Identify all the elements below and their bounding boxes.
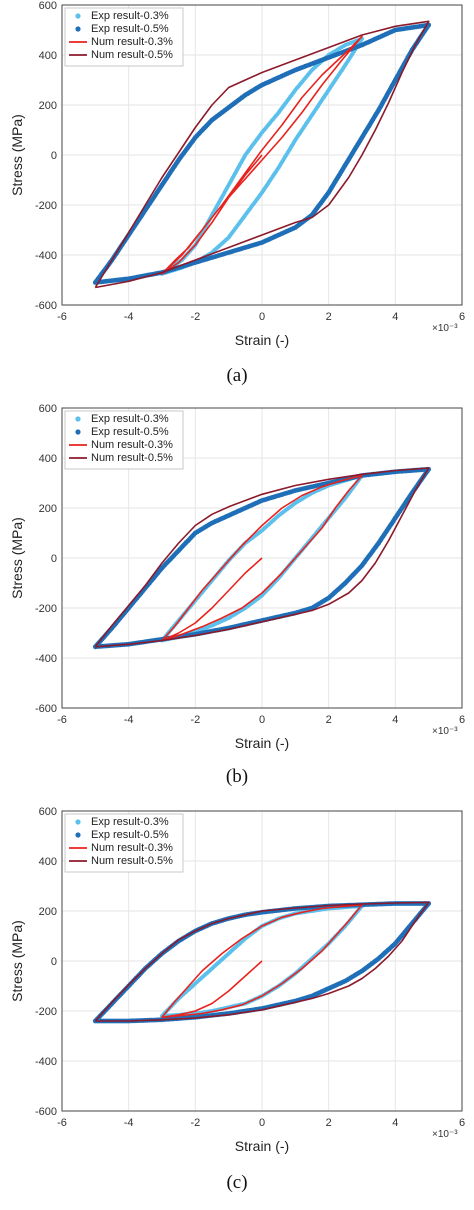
x-tick-label: 6 <box>459 1117 465 1129</box>
x-tick-label: -6 <box>57 311 67 323</box>
legend-entry: Num result-0.3% <box>91 36 173 48</box>
y-tick-label: 0 <box>51 956 57 968</box>
y-tick-label: 600 <box>39 403 57 415</box>
y-axis-label: Stress (MPa) <box>9 517 25 599</box>
x-axis-label: Strain (-) <box>235 332 289 348</box>
y-tick-label: 200 <box>39 100 57 112</box>
legend-marker <box>75 26 81 32</box>
y-tick-label: -600 <box>35 703 57 715</box>
series-exp-0-5 <box>92 466 432 650</box>
y-tick-label: -400 <box>35 653 57 665</box>
x-multiplier-label: ×10⁻³ <box>432 323 458 334</box>
figure-c: -6 -4 -2 0 2 4 6 -600 -400 -200 0 200 400 600 Strain (… <box>0 806 474 1209</box>
plot-frame <box>61 810 463 1112</box>
legend-entry: Exp result-0.3% <box>91 10 169 22</box>
x-tick-label: 0 <box>259 714 265 726</box>
x-tick-label: 2 <box>326 1117 332 1129</box>
legend-entry: Num result-0.3% <box>91 842 173 854</box>
x-multiplier-label: ×10⁻³ <box>432 1129 458 1140</box>
legend-entry: Num result-0.5% <box>91 49 173 61</box>
y-tick-label: 400 <box>39 50 57 62</box>
y-tick-label: 0 <box>51 150 57 162</box>
x-multiplier-label: ×10⁻³ <box>432 726 458 737</box>
x-tick-label: 2 <box>326 714 332 726</box>
caption-b: (b) <box>225 766 249 787</box>
x-tick-label: 2 <box>326 311 332 323</box>
legend-box <box>64 813 184 873</box>
legend-marker <box>75 429 81 435</box>
legend-entry: Num result-0.5% <box>91 452 173 464</box>
figure-a: -6 -4 -2 0 2 4 6 -600 -400 -200 0 200 400 600 Strain (… <box>0 0 474 403</box>
legend-entry: Exp result-0.5% <box>91 23 169 35</box>
y-axis-label: Stress (MPa) <box>9 920 25 1002</box>
y-tick-label: -200 <box>35 1006 57 1018</box>
y-tick-label: -200 <box>35 603 57 615</box>
legend-entry: Exp result-0.3% <box>91 413 169 425</box>
x-tick-label: -2 <box>190 311 200 323</box>
plot-c: -6 -4 -2 0 2 4 6 -600 -400 -200 0 200 400 600 Strain (… <box>9 806 465 1154</box>
y-tick-label: 0 <box>51 553 57 565</box>
legend-entry: Num result-0.3% <box>91 439 173 451</box>
legend-marker <box>75 416 81 422</box>
x-tick-label: -4 <box>124 714 134 726</box>
x-tick-label: -2 <box>190 714 200 726</box>
legend-entry: Num result-0.5% <box>91 855 173 867</box>
legend-box <box>64 7 184 67</box>
series-line-num-0-3 <box>161 35 363 275</box>
legend-marker <box>75 832 81 838</box>
y-tick-label: 400 <box>39 453 57 465</box>
series-line-num-0-3 <box>161 474 363 642</box>
x-tick-label: 0 <box>259 1117 265 1129</box>
legend-entry: Exp result-0.5% <box>91 426 169 438</box>
x-axis-label: Strain (-) <box>235 1138 289 1154</box>
series-line-num-0-3 <box>161 904 363 1019</box>
series-line-num-0-5 <box>94 20 430 289</box>
legend: Exp result-0.3%Exp result-0.5%Num result… <box>64 410 184 470</box>
legend-entry: Exp result-0.3% <box>91 816 169 828</box>
x-tick-label: 4 <box>392 1117 398 1129</box>
plot-frame <box>61 407 463 709</box>
legend-marker <box>75 13 81 19</box>
series-line-num-0-5 <box>94 901 430 1022</box>
x-tick-label: -4 <box>124 1117 134 1129</box>
y-tick-label: 600 <box>39 0 57 12</box>
y-tick-label: -400 <box>35 250 57 262</box>
y-tick-label: 200 <box>39 906 57 918</box>
series-line-num-0-5 <box>94 467 430 648</box>
plot-b: -6 -4 -2 0 2 4 6 -600 -400 -200 0 200 400 600 Strain (… <box>9 403 465 751</box>
caption-a: (a) <box>226 365 248 386</box>
y-tick-label: 400 <box>39 856 57 868</box>
y-tick-label: 600 <box>39 806 57 818</box>
y-tick-label: -600 <box>35 1106 57 1118</box>
x-tick-label: -6 <box>57 1117 67 1129</box>
legend: Exp result-0.3%Exp result-0.5%Num result… <box>64 7 184 67</box>
y-tick-label: -600 <box>35 300 57 312</box>
legend-box <box>64 410 184 470</box>
x-axis-label: Strain (-) <box>235 735 289 751</box>
x-tick-label: 0 <box>259 311 265 323</box>
plot-a: -6 -4 -2 0 2 4 6 -600 -400 -200 0 200 400 600 Strain (… <box>9 0 465 348</box>
legend: Exp result-0.3%Exp result-0.5%Num result… <box>64 813 184 873</box>
y-tick-label: -200 <box>35 200 57 212</box>
y-tick-label: 200 <box>39 503 57 515</box>
y-axis-label: Stress (MPa) <box>9 114 25 196</box>
x-tick-label: 6 <box>459 714 465 726</box>
figure-b: -6 -4 -2 0 2 4 6 -600 -400 -200 0 200 400 600 Strain (… <box>0 403 474 806</box>
x-tick-label: 4 <box>392 311 398 323</box>
x-tick-label: -2 <box>190 1117 200 1129</box>
x-tick-label: -6 <box>57 714 67 726</box>
x-tick-label: 4 <box>392 714 398 726</box>
x-tick-label: -4 <box>124 311 134 323</box>
y-tick-label: -400 <box>35 1056 57 1068</box>
legend-marker <box>75 819 81 825</box>
x-tick-label: 6 <box>459 311 465 323</box>
plot-frame <box>61 4 463 306</box>
legend-entry: Exp result-0.5% <box>91 829 169 841</box>
caption-c: (c) <box>226 1172 248 1193</box>
